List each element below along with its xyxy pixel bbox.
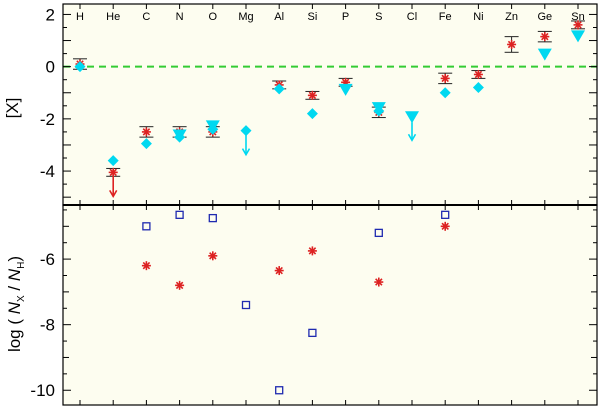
element-label-Ge: Ge — [537, 11, 552, 23]
top-y-tick-label: 2 — [46, 5, 55, 24]
square-marker — [208, 213, 217, 223]
element-label-H: H — [76, 11, 84, 23]
asterisk-marker — [440, 73, 450, 83]
asterisk-stroke — [142, 261, 151, 270]
asterisk-stroke — [308, 247, 317, 255]
square-marker — [241, 300, 251, 310]
diamond-marker — [107, 155, 119, 167]
element-label-Fe: Fe — [439, 11, 452, 23]
triangle-marker — [571, 30, 585, 43]
square-marker — [142, 222, 151, 231]
element-label-He: He — [106, 11, 120, 23]
bottom-y-tick-label: -8 — [40, 316, 55, 335]
element-label-Zn: Zn — [505, 11, 518, 23]
asterisk-marker — [274, 266, 284, 276]
upper-limit-arrow — [109, 172, 118, 198]
asterisk-marker — [573, 20, 583, 30]
asterisk-stroke — [375, 278, 383, 286]
element-label-Ni: Ni — [473, 11, 483, 23]
square-marker — [441, 210, 450, 219]
triangle-marker — [172, 129, 187, 142]
square-marker — [374, 228, 383, 238]
arrow-head — [407, 133, 417, 142]
element-label-O: O — [209, 11, 218, 23]
element-label-N: N — [176, 11, 184, 23]
asterisk-stroke — [275, 266, 283, 275]
asterisk-stroke — [441, 222, 449, 231]
triangle-marker — [537, 48, 552, 61]
asterisk-marker — [307, 246, 317, 256]
element-label-S: S — [375, 11, 382, 23]
asterisk-stroke — [541, 32, 549, 41]
diamond-marker — [306, 108, 318, 120]
element-label-Si: Si — [308, 11, 318, 23]
square-marker — [175, 210, 184, 219]
top-y-axis-label: [X] — [3, 98, 22, 119]
diamond-marker — [240, 125, 252, 137]
asterisk-stroke — [574, 21, 582, 29]
triangle-marker — [205, 120, 220, 133]
square-marker — [275, 386, 284, 395]
arrow-head — [241, 148, 251, 157]
square-marker — [308, 328, 317, 338]
asterisk-stroke — [142, 128, 151, 136]
asterisk-marker — [374, 277, 384, 287]
element-label-C: C — [142, 11, 150, 23]
arrow-head — [109, 189, 118, 198]
asterisk-marker — [208, 251, 218, 261]
asterisk-marker — [507, 39, 517, 49]
bottom-y-axis-label: log ( NX / NH) — [5, 256, 27, 352]
element-label-Cl: Cl — [407, 11, 417, 23]
triangle-marker — [405, 111, 419, 124]
asterisk-stroke — [209, 252, 217, 260]
upper-limit-arrow — [407, 122, 417, 142]
bottom-y-tick-label: -6 — [40, 250, 55, 269]
diamond-marker — [472, 82, 484, 94]
diamond-marker — [140, 138, 152, 150]
element-label-Sn: Sn — [571, 11, 584, 23]
element-label-P: P — [342, 11, 349, 23]
diamond-marker — [273, 83, 285, 95]
triangle-marker — [338, 83, 353, 96]
asterisk-marker — [141, 261, 151, 271]
triangle-marker — [371, 102, 386, 115]
bottom-y-tick-label: -10 — [30, 381, 55, 400]
asterisk-marker — [540, 32, 550, 42]
asterisk-marker — [473, 69, 483, 79]
asterisk-marker — [307, 90, 317, 100]
asterisk-stroke — [474, 70, 483, 79]
top-y-tick-label: -2 — [40, 110, 55, 129]
diamond-marker — [74, 61, 86, 73]
asterisk-stroke — [507, 40, 516, 49]
asterisk-stroke — [441, 74, 449, 83]
asterisk-stroke — [308, 91, 317, 100]
asterisk-marker — [141, 127, 151, 137]
bottom-panel-background — [63, 205, 597, 405]
element-label-Mg: Mg — [238, 11, 253, 23]
asterisk-stroke — [175, 281, 184, 290]
upper-limit-arrow — [241, 134, 251, 157]
asterisk-marker — [175, 280, 185, 290]
top-y-tick-label: 0 — [46, 58, 55, 77]
element-label-Al: Al — [274, 11, 284, 23]
asterisk-marker — [440, 221, 450, 231]
top-y-tick-label: -4 — [40, 162, 55, 181]
top-panel-background — [63, 4, 597, 205]
diamond-marker — [439, 87, 451, 99]
